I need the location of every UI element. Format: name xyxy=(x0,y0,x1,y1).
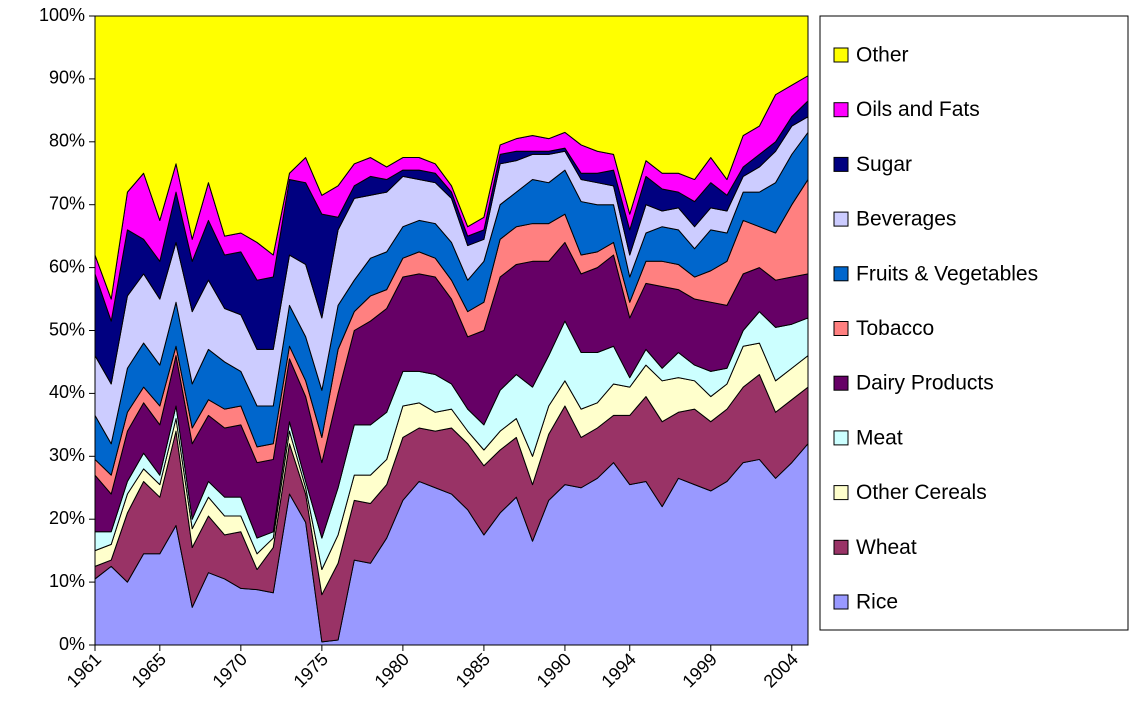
y-tick-label: 80% xyxy=(49,131,85,151)
legend-swatch xyxy=(833,156,849,172)
x-tick-label: 1961 xyxy=(63,649,105,691)
legend-label: Dairy Products xyxy=(856,372,994,395)
y-tick-label: 20% xyxy=(49,508,85,528)
legend-swatch xyxy=(833,266,849,282)
legend-label: Meat xyxy=(856,426,903,449)
x-tick-label: 1994 xyxy=(597,649,639,691)
legend-label: Fruits & Vegetables xyxy=(856,262,1038,285)
x-tick-label: 1985 xyxy=(452,649,494,691)
legend-swatch xyxy=(833,539,849,555)
x-tick-label: 1975 xyxy=(290,649,332,691)
legend-box xyxy=(819,15,1129,631)
y-tick-label: 30% xyxy=(49,445,85,465)
x-tick-label: 1980 xyxy=(371,649,413,691)
legend-swatch xyxy=(833,211,849,227)
legend-label: Other xyxy=(856,44,909,67)
legend-label: Rice xyxy=(856,591,898,614)
legend-swatch xyxy=(833,102,849,118)
y-tick-label: 70% xyxy=(49,193,85,213)
legend-label: Oils and Fats xyxy=(856,98,980,121)
legend-swatch xyxy=(833,594,849,610)
legend-label: Beverages xyxy=(856,208,956,231)
y-tick-label: 100% xyxy=(39,5,85,25)
legend-label: Sugar xyxy=(856,153,912,176)
legend-swatch xyxy=(833,430,849,446)
legend-label: Wheat xyxy=(856,536,917,559)
x-tick-label: 1990 xyxy=(533,649,575,691)
y-tick-label: 60% xyxy=(49,256,85,276)
y-tick-label: 40% xyxy=(49,382,85,402)
legend-label: Other Cereals xyxy=(856,481,987,504)
y-tick-label: 10% xyxy=(49,571,85,591)
y-tick-label: 50% xyxy=(49,319,85,339)
legend-swatch xyxy=(833,375,849,391)
x-tick-label: 2004 xyxy=(760,649,802,691)
legend-swatch xyxy=(833,321,849,336)
x-tick-label: 1970 xyxy=(209,649,251,691)
y-tick-label: 90% xyxy=(49,68,85,88)
legend-swatch xyxy=(833,47,849,63)
x-tick-label: 1965 xyxy=(128,649,170,691)
y-tick-label: 0% xyxy=(59,634,85,654)
legend-label: Tobacco xyxy=(856,317,934,340)
x-tick-label: 1999 xyxy=(679,649,721,691)
legend-swatch xyxy=(833,485,849,501)
